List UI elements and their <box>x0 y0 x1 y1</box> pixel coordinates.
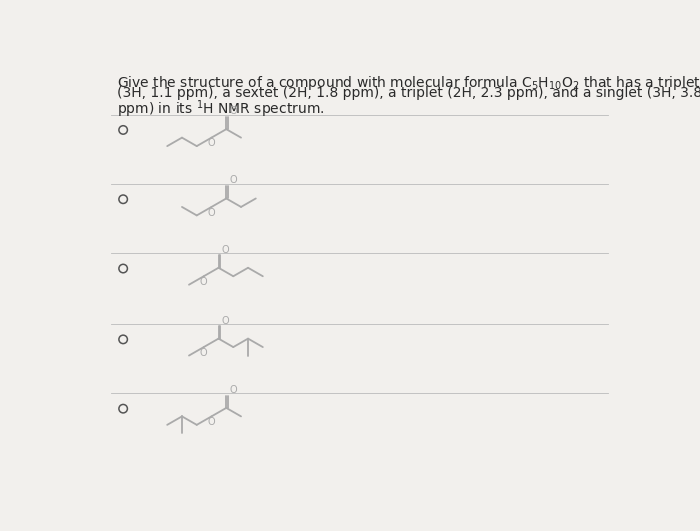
Text: ppm) in its $^1$H NMR spectrum.: ppm) in its $^1$H NMR spectrum. <box>117 98 324 120</box>
Text: O: O <box>230 175 237 185</box>
Text: O: O <box>222 245 229 255</box>
Text: O: O <box>200 348 208 358</box>
Text: O: O <box>230 106 237 116</box>
Text: O: O <box>208 208 216 218</box>
Text: (3H, 1.1 ppm), a sextet (2H, 1.8 ppm), a triplet (2H, 2.3 ppm), and a singlet (3: (3H, 1.1 ppm), a sextet (2H, 1.8 ppm), a… <box>117 86 700 100</box>
Text: O: O <box>208 417 216 427</box>
Text: Give the structure of a compound with molecular formula C$_5$H$_{10}$O$_2$ that : Give the structure of a compound with mo… <box>117 74 700 92</box>
Text: O: O <box>230 385 237 395</box>
Text: O: O <box>208 139 216 148</box>
Text: O: O <box>200 277 208 287</box>
Text: O: O <box>222 315 229 326</box>
